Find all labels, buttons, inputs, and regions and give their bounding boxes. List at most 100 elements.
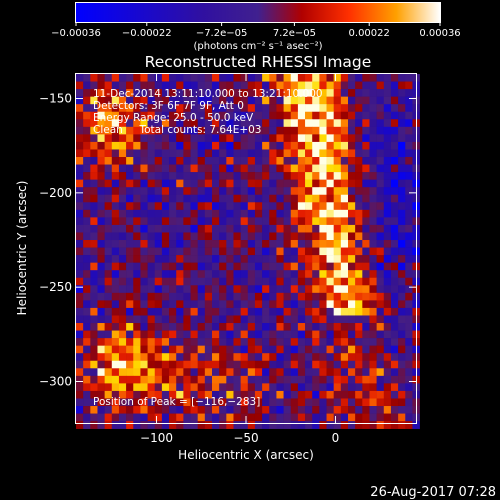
heatmap-pixel xyxy=(161,255,170,263)
heatmap-pixel xyxy=(262,194,270,203)
heatmap-pixel xyxy=(269,134,277,143)
heatmap-pixel xyxy=(240,255,249,263)
heatmap-pixel xyxy=(262,74,270,82)
heatmap-pixel xyxy=(247,202,256,211)
heatmap-pixel xyxy=(161,89,170,97)
heatmap-pixel xyxy=(212,255,220,263)
heatmap-pixel xyxy=(240,345,249,354)
heatmap-pixel xyxy=(197,255,206,263)
heatmap-pixel xyxy=(312,74,320,82)
heatmap-pixel xyxy=(233,292,241,301)
heatmap-pixel xyxy=(405,262,413,271)
heatmap-pixel xyxy=(319,157,327,165)
heatmap-pixel xyxy=(383,277,392,286)
heatmap-pixel xyxy=(254,262,263,271)
heatmap-pixel xyxy=(262,270,270,279)
heatmap-pixel xyxy=(276,134,284,143)
heatmap-pixel xyxy=(212,187,220,196)
heatmap-pixel xyxy=(276,375,284,384)
heatmap-pixel xyxy=(390,187,399,196)
heatmap-pixel xyxy=(240,406,249,414)
heatmap-pixel xyxy=(290,330,299,339)
heatmap-pixel xyxy=(76,255,84,263)
heatmap-pixel xyxy=(376,224,385,233)
heatmap-pixel xyxy=(283,111,292,120)
heatmap-pixel xyxy=(398,368,406,377)
heatmap-pixel xyxy=(333,179,342,188)
heatmap-pixel xyxy=(111,224,120,233)
heatmap-pixel xyxy=(319,209,327,218)
heatmap-pixel xyxy=(204,375,213,384)
heatmap-pixel xyxy=(305,338,313,346)
heatmap-pixel xyxy=(355,134,363,143)
heatmap-pixel xyxy=(254,157,263,165)
heatmap-pixel xyxy=(226,164,234,173)
heatmap-pixel xyxy=(340,74,349,82)
heatmap-pixel xyxy=(297,345,306,354)
heatmap-pixel xyxy=(118,81,127,90)
heatmap-pixel xyxy=(126,119,134,128)
heatmap-pixel xyxy=(269,149,277,158)
annotation-energy-range: Energy Range: 25.0 - 50.0 keV xyxy=(93,112,254,124)
heatmap-pixel xyxy=(204,345,213,354)
heatmap-pixel xyxy=(283,149,292,158)
heatmap-pixel xyxy=(276,96,284,105)
heatmap-pixel xyxy=(340,194,349,203)
heatmap-pixel xyxy=(111,194,120,203)
heatmap-pixel xyxy=(176,89,184,97)
heatmap-pixel xyxy=(326,277,334,286)
heatmap-pixel xyxy=(204,164,213,173)
heatmap-pixel xyxy=(340,96,349,105)
heatmap-pixel xyxy=(140,209,148,218)
heatmap-pixel xyxy=(276,368,284,377)
heatmap-pixel xyxy=(348,224,356,233)
heatmap-pixel xyxy=(154,157,163,165)
heatmap-pixel xyxy=(97,413,105,422)
heatmap-pixel xyxy=(97,375,105,384)
heatmap-pixel xyxy=(233,330,241,339)
heatmap-pixel xyxy=(405,353,413,362)
heatmap-pixel xyxy=(190,345,198,354)
heatmap-pixel xyxy=(283,406,292,414)
heatmap-pixel xyxy=(262,255,270,263)
heatmap-pixel xyxy=(254,141,263,150)
heatmap-pixel xyxy=(312,134,320,143)
heatmap-pixel xyxy=(233,81,241,90)
heatmap-pixel xyxy=(405,285,413,294)
heatmap-pixel xyxy=(369,262,377,271)
heatmap-pixel xyxy=(247,285,256,294)
heatmap-pixel xyxy=(333,323,342,331)
heatmap-pixel xyxy=(312,179,320,188)
heatmap-pixel xyxy=(118,89,127,97)
heatmap-pixel xyxy=(362,209,370,218)
heatmap-pixel xyxy=(340,307,349,316)
heatmap-pixel xyxy=(97,270,105,279)
heatmap-pixel xyxy=(333,406,342,414)
heatmap-pixel xyxy=(283,164,292,173)
heatmap-pixel xyxy=(76,194,84,203)
heatmap-pixel xyxy=(305,232,313,241)
heatmap-pixel xyxy=(297,338,306,346)
heatmap-pixel xyxy=(240,74,249,82)
heatmap-pixel xyxy=(276,224,284,233)
heatmap-pixel xyxy=(333,149,342,158)
heatmap-pixel xyxy=(376,149,385,158)
heatmap-pixel xyxy=(390,224,399,233)
heatmap-pixel xyxy=(176,111,184,120)
heatmap-pixel xyxy=(154,353,163,362)
heatmap-pixel xyxy=(333,353,342,362)
heatmap-pixel xyxy=(362,330,370,339)
heatmap-pixel xyxy=(348,240,356,248)
heatmap-pixel xyxy=(118,172,127,180)
heatmap-pixel xyxy=(340,338,349,346)
heatmap-pixel xyxy=(204,270,213,279)
heatmap-pixel xyxy=(276,202,284,211)
heatmap-pixel xyxy=(326,338,334,346)
heatmap-pixel xyxy=(333,232,342,241)
heatmap-pixel xyxy=(126,179,134,188)
heatmap-pixel xyxy=(111,217,120,226)
heatmap-pixel xyxy=(355,232,363,241)
heatmap-pixel xyxy=(383,134,392,143)
heatmap-pixel xyxy=(369,353,377,362)
heatmap-pixel xyxy=(190,383,198,392)
